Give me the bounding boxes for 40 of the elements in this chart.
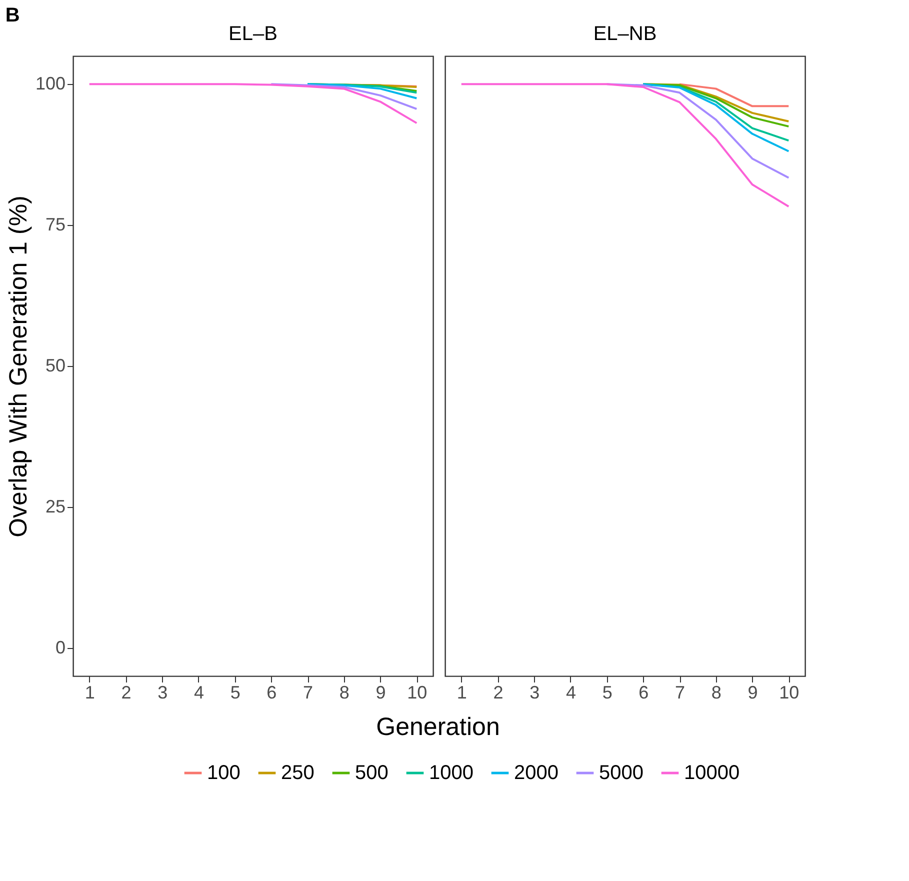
x-tick-label: 8 xyxy=(339,682,350,702)
y-axis-title: Overlap With Generation 1 (%) xyxy=(4,196,32,538)
y-tick-label: 25 xyxy=(45,496,66,516)
text: B xyxy=(5,4,20,26)
x-tick-label: 7 xyxy=(675,682,686,702)
x-tick-label: 2 xyxy=(493,682,504,702)
x-tick-label: 3 xyxy=(158,682,168,702)
x-tick-label: 4 xyxy=(194,682,204,702)
x-tick-label: 8 xyxy=(711,682,722,702)
y-tick-label: 50 xyxy=(45,356,66,376)
legend-label: 1000 xyxy=(429,762,474,784)
legend-label: 5000 xyxy=(599,762,644,784)
y-tick-label: 0 xyxy=(55,637,66,658)
x-tick-label: 5 xyxy=(602,682,612,702)
x-tick-label: 9 xyxy=(376,682,386,702)
x-tick-label: 10 xyxy=(407,682,428,702)
line-series xyxy=(306,83,418,100)
y-tick-label: 75 xyxy=(45,214,66,235)
x-tick-label: 2 xyxy=(121,682,132,702)
x-tick-label: 6 xyxy=(266,682,277,702)
legend-label: 100 xyxy=(207,762,240,784)
x-axis-title: Generation xyxy=(376,713,500,741)
legend-label: 250 xyxy=(281,762,314,784)
x-tick-label: 3 xyxy=(530,682,540,702)
x-tick-label: 7 xyxy=(303,682,314,702)
x-tick-label: 5 xyxy=(230,682,240,702)
line-series xyxy=(88,83,418,124)
line-series xyxy=(270,83,418,110)
y-tick-label: 100 xyxy=(35,74,66,94)
x-tick-label: 9 xyxy=(748,682,758,702)
chart-title: EL–B xyxy=(228,23,278,45)
x-tick-label: 6 xyxy=(638,682,649,702)
x-tick-label: 4 xyxy=(566,682,576,702)
legend-label: 500 xyxy=(355,762,388,784)
legend-label: 2000 xyxy=(514,762,558,784)
x-tick-label: 1 xyxy=(456,682,467,702)
x-tick-label: 1 xyxy=(84,682,95,702)
chart-title: EL–NB xyxy=(593,23,657,45)
x-tick-label: 10 xyxy=(779,682,800,702)
legend-label: 10000 xyxy=(684,762,740,784)
